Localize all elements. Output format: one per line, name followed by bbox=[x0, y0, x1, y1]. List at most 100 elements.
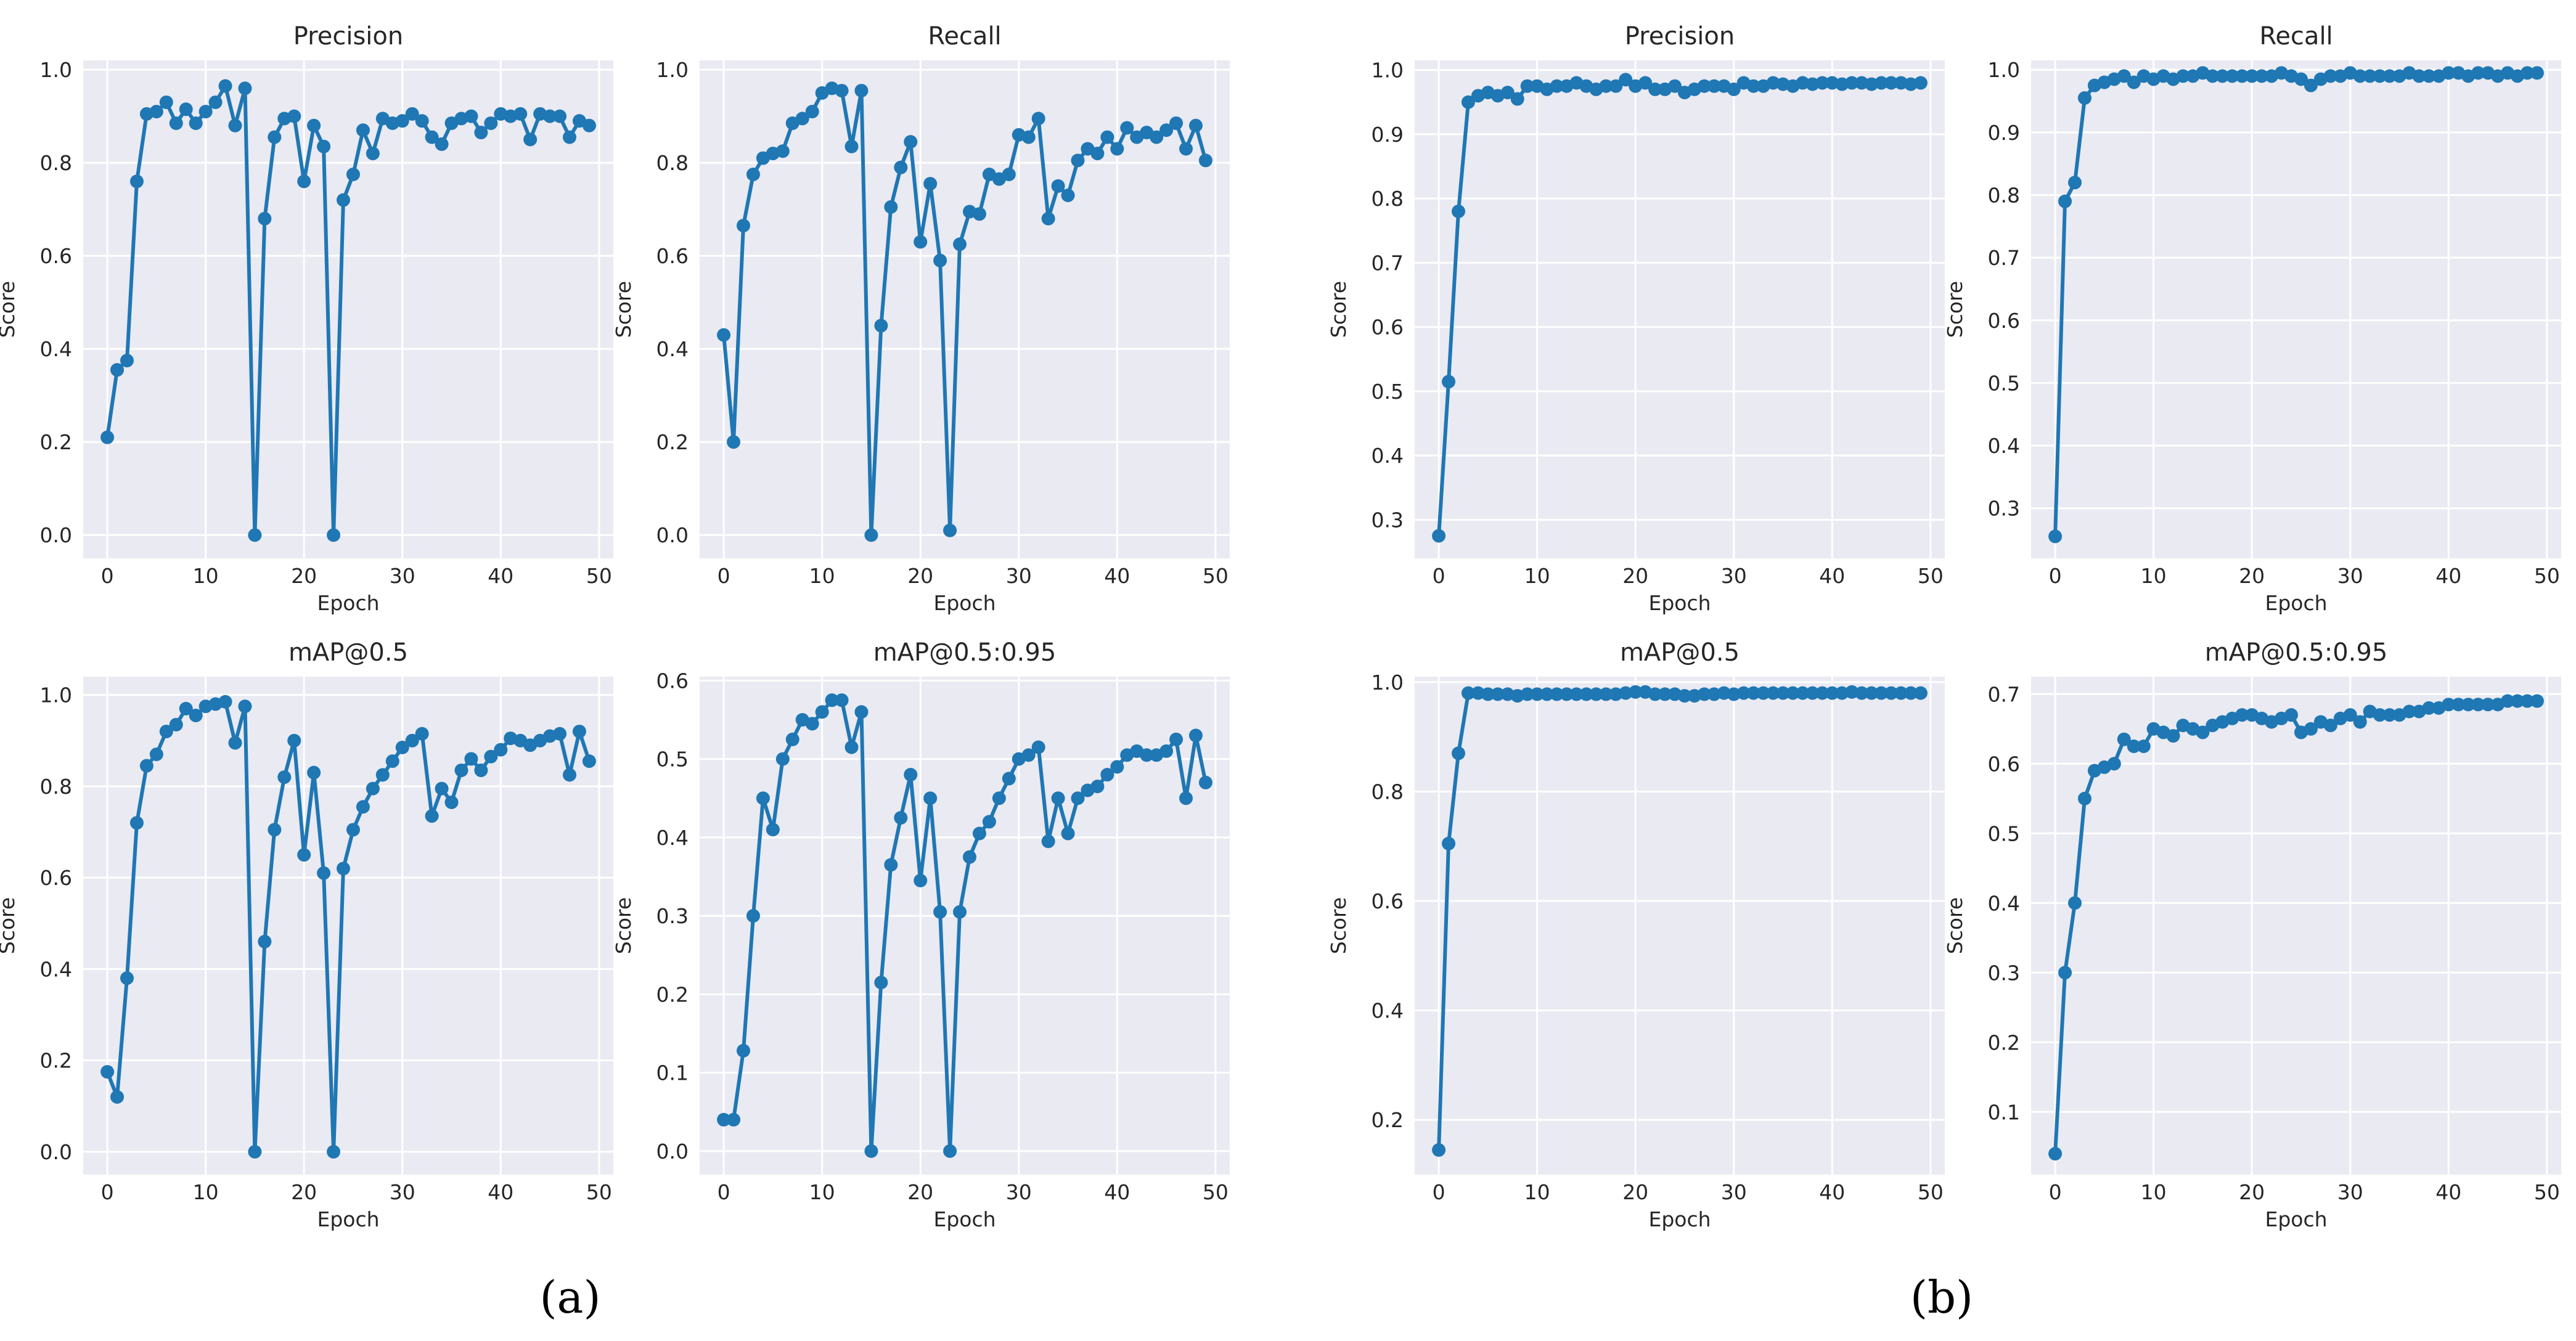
data-point bbox=[1619, 73, 1633, 87]
plot-area bbox=[700, 60, 1230, 558]
x-tick-label: 30 bbox=[1006, 564, 1032, 588]
data-point bbox=[795, 112, 809, 126]
data-point bbox=[405, 733, 419, 748]
data-point bbox=[1569, 687, 1584, 701]
data-point bbox=[228, 118, 242, 132]
data-point bbox=[1697, 79, 1711, 93]
y-tick-label: 0.1 bbox=[1988, 1100, 2020, 1124]
x-tick-label: 0 bbox=[1433, 1180, 1445, 1204]
x-tick-label: 30 bbox=[390, 564, 415, 588]
y-tick-label: 0.0 bbox=[656, 523, 689, 547]
data-point bbox=[1599, 687, 1613, 701]
y-tick-label: 0.6 bbox=[1372, 316, 1404, 340]
chart-title: Precision bbox=[1625, 22, 1735, 51]
y-tick-label: 0.2 bbox=[1988, 1030, 2020, 1054]
y-axis-label: Score bbox=[1943, 281, 1967, 338]
data-point bbox=[277, 770, 292, 785]
data-point bbox=[1815, 686, 1830, 700]
y-tick-label: 0.7 bbox=[1988, 682, 2020, 706]
data-point bbox=[120, 971, 134, 985]
chart-title: mAP@0.5 bbox=[288, 638, 408, 667]
y-tick-label: 0.8 bbox=[1372, 187, 1404, 211]
x-tick-label: 10 bbox=[193, 564, 219, 588]
data-point bbox=[562, 130, 576, 144]
data-point bbox=[1140, 748, 1154, 762]
data-point bbox=[1188, 728, 1203, 743]
data-point bbox=[1648, 82, 1662, 96]
x-tick-label: 20 bbox=[291, 564, 317, 588]
data-point bbox=[1746, 686, 1760, 700]
data-point bbox=[513, 107, 528, 121]
data-point bbox=[1786, 686, 1800, 700]
data-point bbox=[415, 727, 429, 741]
data-point bbox=[2353, 715, 2367, 729]
data-point bbox=[1198, 775, 1212, 789]
data-point bbox=[1717, 686, 1731, 700]
data-point bbox=[2127, 75, 2141, 89]
data-point bbox=[1002, 168, 1016, 182]
data-point bbox=[1071, 791, 1085, 805]
data-point bbox=[435, 137, 449, 151]
data-point bbox=[1658, 687, 1672, 701]
data-point bbox=[494, 743, 508, 757]
x-tick-label: 40 bbox=[2435, 1180, 2461, 1204]
y-tick-label: 0.8 bbox=[1372, 780, 1404, 804]
data-point bbox=[2451, 698, 2466, 712]
x-tick-label: 50 bbox=[1203, 1180, 1229, 1204]
data-point bbox=[727, 1112, 741, 1127]
data-point bbox=[1150, 130, 1164, 144]
data-point bbox=[464, 109, 478, 123]
y-tick-label: 0.8 bbox=[656, 151, 689, 175]
x-tick-label: 50 bbox=[1918, 1180, 1944, 1204]
y-tick-label: 0.3 bbox=[1988, 497, 2020, 521]
data-point bbox=[2520, 694, 2534, 708]
data-point bbox=[746, 168, 760, 182]
x-tick-label: 50 bbox=[2534, 1180, 2560, 1204]
data-point bbox=[1648, 687, 1662, 701]
x-tick-label: 40 bbox=[2435, 564, 2461, 588]
y-tick-label: 0.0 bbox=[40, 523, 72, 547]
y-tick-label: 0.5 bbox=[1372, 380, 1404, 404]
y-tick-label: 0.2 bbox=[40, 430, 72, 454]
data-point bbox=[464, 752, 478, 766]
data-point bbox=[346, 823, 360, 837]
y-tick-label: 0.9 bbox=[1988, 121, 2020, 145]
data-point bbox=[1179, 791, 1193, 805]
data-point bbox=[923, 791, 938, 805]
data-point bbox=[2471, 698, 2485, 712]
data-point bbox=[1169, 732, 1184, 746]
data-point bbox=[1638, 76, 1653, 90]
data-point bbox=[2166, 729, 2180, 743]
data-point bbox=[317, 866, 331, 880]
data-point bbox=[287, 733, 301, 748]
data-point bbox=[1884, 76, 1899, 90]
data-point bbox=[1021, 130, 1036, 144]
data-point bbox=[1490, 687, 1505, 701]
data-point bbox=[2442, 698, 2456, 712]
y-axis-label: Score bbox=[611, 281, 636, 338]
data-point bbox=[1589, 687, 1603, 701]
data-point bbox=[1169, 116, 1184, 130]
data-point bbox=[189, 116, 203, 130]
x-tick-label: 10 bbox=[2141, 1180, 2167, 1204]
data-point bbox=[356, 123, 370, 137]
data-point bbox=[1002, 772, 1016, 786]
data-point bbox=[1776, 686, 1790, 700]
data-point bbox=[582, 118, 596, 132]
data-point bbox=[474, 763, 488, 777]
data-point bbox=[775, 144, 790, 158]
data-point bbox=[1188, 118, 1203, 132]
chart-6: 0 10 20 30 40 50 0.0 0.1 0.2 0.3 0.4 0.5 0.6 mAP@0.5:… bbox=[611, 638, 1230, 1231]
data-point bbox=[2176, 69, 2190, 83]
y-tick-label: 0.7 bbox=[1372, 251, 1404, 275]
data-point bbox=[297, 174, 311, 189]
x-tick-label: 0 bbox=[718, 564, 730, 588]
y-tick-label: 0.9 bbox=[1372, 123, 1404, 147]
data-point bbox=[2481, 698, 2495, 712]
data-point bbox=[1894, 686, 1908, 700]
data-point bbox=[1540, 687, 1554, 701]
data-point bbox=[2294, 72, 2308, 86]
data-point bbox=[346, 168, 360, 182]
y-tick-label: 1.0 bbox=[1988, 58, 2020, 82]
y-tick-label: 1.0 bbox=[656, 58, 689, 82]
